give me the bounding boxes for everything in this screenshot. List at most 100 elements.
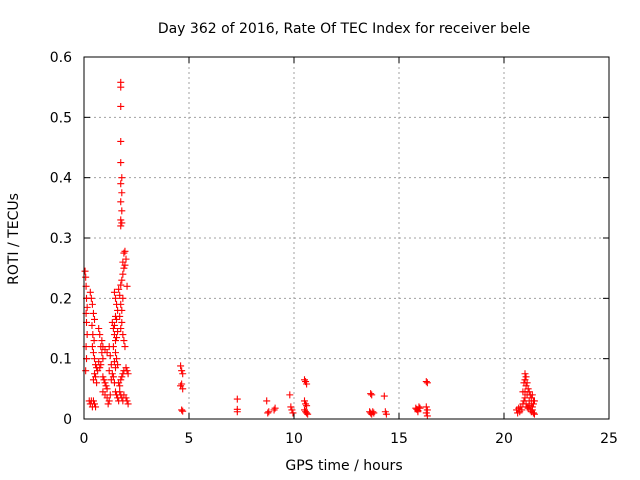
data-point (123, 397, 131, 405)
data-point (289, 409, 297, 417)
data-point (523, 379, 531, 387)
data-point (120, 249, 128, 257)
data-point (89, 309, 97, 317)
data-point (116, 388, 124, 396)
data-point (117, 180, 125, 188)
data-point (105, 367, 113, 375)
data-point (118, 189, 126, 197)
data-point (270, 406, 278, 414)
data-point (117, 300, 125, 308)
data-point (97, 361, 105, 369)
data-point (88, 321, 96, 329)
data-point (179, 370, 187, 378)
data-point (118, 276, 126, 284)
data-point (118, 174, 126, 182)
data-point (264, 409, 272, 417)
data-point (119, 258, 127, 266)
data-points (81, 78, 538, 420)
x-tick-label: 0 (80, 431, 89, 447)
data-point (124, 370, 132, 378)
y-tick-label: 0 (63, 412, 72, 428)
data-point (117, 102, 125, 110)
data-point (302, 400, 310, 408)
data-point (96, 364, 104, 372)
data-point (82, 367, 90, 375)
grid (84, 57, 609, 419)
data-point (415, 403, 423, 411)
data-point (422, 403, 430, 411)
data-point (368, 391, 376, 399)
data-point (118, 318, 126, 326)
data-point (287, 403, 295, 411)
data-point (530, 397, 538, 405)
data-point (124, 400, 132, 408)
data-point (110, 321, 118, 329)
data-point (90, 337, 98, 345)
data-point (117, 216, 125, 224)
x-tick-label: 20 (495, 431, 513, 447)
data-point (304, 410, 312, 418)
data-point (369, 408, 377, 416)
data-point (416, 404, 424, 412)
data-point (530, 410, 538, 418)
data-point (113, 315, 121, 323)
data-point (102, 382, 110, 390)
data-point (105, 397, 113, 405)
data-point (380, 392, 388, 400)
data-point (523, 391, 531, 399)
data-point (108, 370, 116, 378)
data-point (116, 312, 124, 320)
data-point (87, 294, 95, 302)
data-point (112, 337, 119, 345)
y-tick-label: 0.2 (50, 291, 72, 307)
data-point (529, 400, 537, 408)
data-point (522, 373, 530, 381)
data-point (414, 408, 422, 416)
data-point (112, 294, 119, 302)
data-point (423, 379, 431, 387)
data-point (367, 390, 375, 398)
data-point (303, 402, 311, 410)
data-point (122, 394, 130, 402)
data-point (118, 219, 126, 227)
data-point (521, 370, 529, 378)
data-point (91, 400, 98, 408)
data-point (123, 367, 131, 375)
data-point (271, 404, 279, 412)
data-point (122, 364, 130, 372)
data-point (116, 382, 124, 390)
data-point (88, 343, 96, 351)
data-point (370, 409, 378, 417)
data-point (233, 395, 241, 403)
data-point (106, 391, 114, 399)
data-point (107, 361, 115, 369)
data-point (263, 397, 271, 405)
data-point (89, 331, 97, 339)
data-point (98, 337, 106, 345)
data-point (117, 198, 125, 206)
y-tick-label: 0.6 (50, 50, 72, 66)
x-axis-title: GPS time / hours (285, 458, 402, 474)
data-point (303, 409, 311, 417)
data-point (91, 355, 98, 363)
data-point (123, 282, 131, 290)
data-point (265, 408, 273, 416)
data-point (99, 355, 107, 363)
data-point (121, 247, 129, 255)
data-point (118, 306, 126, 314)
data-point (83, 303, 91, 311)
x-tick-label: 25 (600, 431, 618, 447)
data-point (122, 255, 130, 263)
data-point (93, 379, 101, 387)
axis-ticks: 0 5 10 15 20 25 0 0.1 0.2 0.3 0.4 0.5 0.6 (50, 50, 618, 447)
data-point (96, 331, 104, 339)
data-point (422, 378, 430, 386)
data-point (288, 406, 296, 414)
data-point (117, 281, 125, 289)
y-axis-title: ROTI / TECUs (6, 193, 22, 285)
data-point (528, 403, 536, 411)
data-point (109, 343, 117, 351)
data-point (179, 407, 187, 415)
data-point (529, 409, 537, 417)
data-point (301, 397, 308, 405)
